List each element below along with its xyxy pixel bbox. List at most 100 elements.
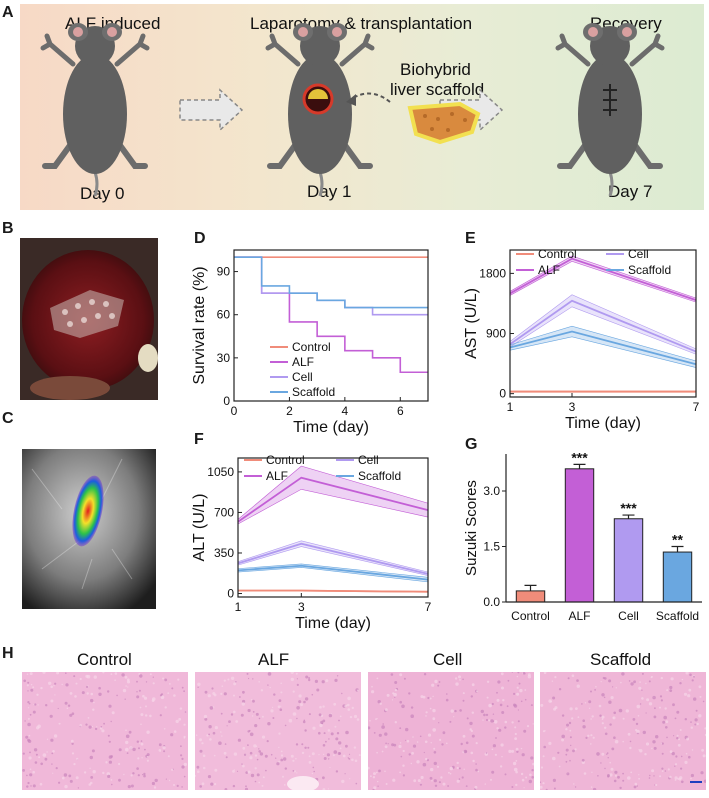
chart-g-bar-scaffold [662, 551, 693, 603]
chart-g-errorbar-control [524, 584, 537, 591]
histology-image-cell [368, 672, 534, 790]
chart-g-category-alf: ALF [568, 609, 590, 623]
chart-f-series-scaffold [237, 564, 429, 581]
chart-e-xtick-label: 1 [507, 400, 514, 414]
chart-g-category-scaffold: Scaffold [656, 609, 699, 623]
chart-g-errorbar-scaffold [671, 545, 684, 553]
chart-d-ytick-label: 90 [217, 265, 231, 279]
chart-e-ytick-label: 900 [486, 327, 506, 341]
scaffold-label-line1: Biohybrid [400, 60, 471, 79]
chart-f-ytick-label: 700 [214, 505, 234, 519]
chart-d-ylabel: Survival rate (%) [191, 266, 208, 384]
chart-f-ytick-label: 1050 [207, 465, 234, 479]
chart-d-xtick-label: 2 [286, 404, 293, 418]
chart-f-series-control [238, 589, 429, 593]
chart-f-series-alf [237, 476, 429, 523]
chart-g-ytick-label: 1.5 [483, 540, 500, 554]
chart-suzuki: Control *** ALF *** Cell ** Scaffold 0.0 1.5 3.0S… [463, 449, 702, 623]
chart-f-legend-alf: ALF [266, 469, 288, 483]
chart-e-ytick-label: 0 [499, 387, 506, 401]
chart-g-ytick-label: 3.0 [483, 484, 500, 498]
chart-d-ytick-label: 30 [217, 351, 231, 365]
chart-d-series-scaffold [234, 256, 428, 309]
chart-f-series-cell [237, 542, 429, 575]
chart-f-xtick-label: 1 [235, 600, 242, 614]
panel-label-c: C [2, 410, 14, 427]
panel-label-d: D [194, 230, 206, 247]
panel-label-h: H [2, 645, 14, 662]
chart-e-legend-alf: ALF [538, 263, 560, 277]
step3-day: Day 7 [608, 182, 653, 201]
chart-f-xlabel: Time (day) [295, 615, 371, 632]
panel-label-a: A [2, 4, 14, 21]
chart-f-legend-control: Control [266, 453, 305, 467]
chart-g-significance-scaffold: ** [672, 532, 683, 548]
chart-d-legend-alf: ALF [292, 355, 314, 369]
chart-e-xtick-label: 3 [569, 400, 576, 414]
chart-f-legend-cell: Cell [358, 453, 379, 467]
chart-g-ylabel: Suzuki Scores [463, 480, 480, 576]
chart-f-ytick-label: 0 [227, 587, 234, 601]
chart-g-significance-alf: *** [571, 449, 588, 465]
histology-title-scaffold: Scaffold [590, 650, 652, 669]
histology-image-scaffold [540, 672, 706, 790]
chart-g-bar-alf [564, 468, 595, 603]
chart-f-ylabel: ALT (U/L) [191, 494, 208, 562]
scaffold-label-line2: liver scaffold [390, 80, 485, 99]
chart-e-frame [509, 249, 697, 398]
chart-ast: 1 3 7 0 900 1800 Time (day) AST (U/L) Control ALF… [463, 247, 700, 432]
chart-d-legend-control: Control [292, 340, 331, 354]
chart-e-legend-control: Control [538, 247, 577, 261]
chart-f-xtick-label: 7 [425, 600, 432, 614]
chart-g-significance-cell: *** [620, 500, 637, 516]
panel-label-e: E [465, 230, 476, 247]
bioluminescence-image [22, 449, 156, 609]
surgery-photo [20, 238, 158, 400]
schematic-drawing [20, 4, 704, 210]
chart-e-xlabel: Time (day) [565, 415, 641, 432]
chart-alt: 1 3 7 0 350 700 1050 Time (day) ALT (U/L) Control… [191, 453, 432, 632]
histology-title-cell: Cell [433, 650, 463, 669]
chart-g-ytick-label: 0.0 [483, 595, 500, 609]
chart-d-legend-scaffold: Scaffold [292, 385, 335, 399]
chart-g-bar-cell [613, 518, 644, 603]
chart-g-category-control: Control [511, 609, 550, 623]
chart-f-ytick-label: 350 [214, 546, 234, 560]
chart-e-ylabel: AST (U/L) [463, 288, 480, 359]
chart-d-xtick-label: 6 [397, 404, 404, 418]
chart-g-errorbar-cell [622, 514, 635, 519]
chart-e-legend-cell: Cell [628, 247, 649, 261]
chart-e-series-scaffold-error-band [509, 325, 697, 368]
chart-g-bar-control [515, 590, 546, 603]
histology-image-alf [195, 672, 361, 790]
panel-label-g: G [465, 436, 478, 453]
chart-d-ytick-label: 60 [217, 308, 231, 322]
chart-e-series-cell [509, 299, 697, 353]
chart-e-legend-scaffold: Scaffold [628, 263, 671, 277]
chart-f-frame [237, 457, 429, 598]
histology-image-control [22, 672, 188, 790]
step2-day: Day 1 [307, 182, 352, 201]
step1-day: Day 0 [80, 184, 125, 203]
panel-label-f: F [194, 431, 204, 448]
mouse-day0-illustration [43, 23, 147, 196]
chart-d-ytick-label: 0 [223, 394, 230, 408]
panel-label-b: B [2, 220, 14, 237]
chart-e-series-alf [509, 257, 697, 301]
chart-f-xtick-label: 3 [298, 600, 305, 614]
chart-e-ytick-label: 1800 [479, 266, 506, 280]
histology-title-alf: ALF [258, 650, 290, 669]
histology-title-control: Control [77, 650, 132, 669]
chart-g-category-cell: Cell [618, 609, 639, 623]
scaffold-illustration [407, 101, 481, 145]
chart-f-legend-scaffold: Scaffold [358, 469, 401, 483]
chart-d-xtick-label: 4 [342, 404, 349, 418]
chart-d-xtick-label: 0 [231, 404, 238, 418]
chart-d-frame [233, 249, 429, 402]
chart-g-errorbar-alf [573, 463, 586, 469]
chart-e-series-scaffold [509, 330, 697, 366]
chart-e-xtick-label: 7 [693, 400, 700, 414]
chart-d-legend-cell: Cell [292, 370, 313, 384]
chart-d-xlabel: Time (day) [293, 419, 369, 436]
